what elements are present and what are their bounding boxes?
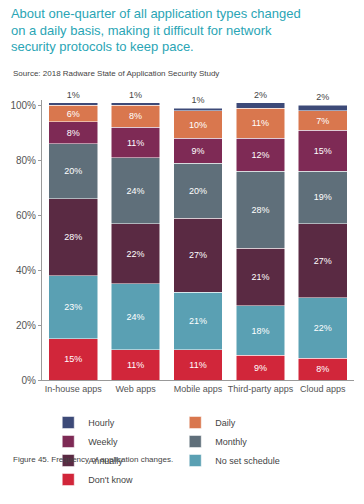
- svg-text:24%: 24%: [127, 186, 145, 196]
- svg-text:10%: 10%: [189, 120, 207, 130]
- svg-text:1%: 1%: [191, 95, 204, 105]
- svg-text:9%: 9%: [191, 146, 204, 156]
- svg-text:9%: 9%: [254, 363, 267, 373]
- svg-text:11%: 11%: [252, 118, 269, 128]
- svg-text:No set schedule: No set schedule: [215, 456, 280, 466]
- svg-text:20%: 20%: [189, 186, 207, 196]
- svg-text:80%: 80%: [16, 155, 36, 166]
- svg-text:Third-party apps: Third-party apps: [228, 384, 294, 394]
- svg-text:8%: 8%: [129, 111, 142, 121]
- svg-text:6%: 6%: [67, 109, 80, 119]
- svg-text:28%: 28%: [251, 205, 269, 215]
- svg-text:Web apps: Web apps: [115, 384, 156, 394]
- svg-text:20%: 20%: [16, 320, 36, 331]
- svg-text:In-house apps: In-house apps: [45, 384, 103, 394]
- svg-text:1%: 1%: [67, 90, 80, 100]
- svg-text:100%: 100%: [10, 100, 36, 111]
- svg-text:12%: 12%: [251, 150, 269, 160]
- svg-text:11%: 11%: [189, 360, 206, 370]
- svg-text:Weekly: Weekly: [88, 437, 118, 447]
- svg-text:Monthly: Monthly: [215, 437, 247, 447]
- svg-text:Daily: Daily: [215, 418, 236, 428]
- svg-text:22%: 22%: [314, 323, 332, 333]
- svg-text:Mobile apps: Mobile apps: [174, 384, 223, 394]
- svg-text:21%: 21%: [251, 272, 269, 282]
- svg-text:7%: 7%: [316, 116, 329, 126]
- svg-text:27%: 27%: [314, 256, 332, 266]
- svg-text:23%: 23%: [64, 302, 82, 312]
- svg-text:Figure 45. Frequency of applic: Figure 45. Frequency of application chan…: [13, 455, 173, 464]
- svg-text:18%: 18%: [251, 326, 269, 336]
- svg-text:24%: 24%: [127, 312, 145, 322]
- svg-text:Source: 2018 Radware State of: Source: 2018 Radware State of Applicatio…: [13, 69, 219, 78]
- svg-text:20%: 20%: [64, 166, 82, 176]
- svg-text:11%: 11%: [127, 360, 144, 370]
- svg-text:19%: 19%: [314, 192, 332, 202]
- svg-text:Hourly: Hourly: [88, 418, 115, 428]
- svg-text:15%: 15%: [64, 354, 82, 364]
- svg-text:1%: 1%: [129, 90, 142, 100]
- svg-text:0%: 0%: [22, 375, 37, 386]
- svg-text:21%: 21%: [189, 316, 207, 326]
- svg-text:2%: 2%: [316, 92, 329, 102]
- svg-text:40%: 40%: [16, 265, 36, 276]
- svg-text:27%: 27%: [189, 250, 207, 260]
- svg-text:About one-quarter of all appli: About one-quarter of all application typ…: [11, 6, 301, 55]
- svg-text:Cloud apps: Cloud apps: [300, 384, 346, 394]
- svg-text:2%: 2%: [254, 90, 267, 100]
- svg-text:60%: 60%: [16, 210, 36, 221]
- svg-text:8%: 8%: [316, 364, 329, 374]
- svg-text:Don't know: Don't know: [88, 475, 133, 485]
- svg-text:22%: 22%: [127, 249, 145, 259]
- svg-text:15%: 15%: [314, 146, 332, 156]
- svg-text:8%: 8%: [67, 128, 80, 138]
- svg-text:28%: 28%: [64, 232, 82, 242]
- svg-text:11%: 11%: [127, 138, 144, 148]
- svg-text:Annually: Annually: [88, 456, 123, 466]
